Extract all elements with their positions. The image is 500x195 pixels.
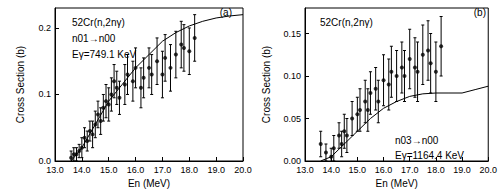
- svg-text:16.0: 16.0: [375, 165, 393, 175]
- svg-text:13.0: 13.0: [46, 165, 64, 175]
- svg-text:En (MeV): En (MeV): [128, 178, 170, 189]
- svg-text:(a): (a): [219, 6, 232, 18]
- svg-text:En (MeV): En (MeV): [376, 178, 418, 189]
- svg-text:0.15: 0.15: [283, 29, 301, 39]
- svg-text:Cross Section (b): Cross Section (b): [15, 46, 26, 123]
- svg-text:14.0: 14.0: [73, 165, 91, 175]
- svg-text:n03→n00: n03→n00: [395, 135, 439, 146]
- svg-text:0.00: 0.00: [283, 156, 301, 166]
- svg-text:0.2: 0.2: [38, 23, 51, 33]
- svg-text:Eγ=749.1 KeV: Eγ=749.1 KeV: [72, 49, 137, 60]
- svg-text:n01→n00: n01→n00: [72, 33, 116, 44]
- svg-text:15.0: 15.0: [100, 165, 118, 175]
- svg-text:0.10: 0.10: [283, 71, 301, 81]
- svg-text:13.0: 13.0: [296, 165, 314, 175]
- svg-text:(b): (b): [474, 7, 486, 18]
- svg-text:18.0: 18.0: [427, 165, 445, 175]
- svg-text:Cross Section (b): Cross Section (b): [261, 46, 272, 123]
- svg-text:16.0: 16.0: [127, 165, 145, 175]
- svg-text:17.0: 17.0: [154, 165, 172, 175]
- svg-text:0.0: 0.0: [38, 156, 51, 166]
- svg-text:15.0: 15.0: [349, 165, 367, 175]
- svg-text:Eγ=1164.4 KeV: Eγ=1164.4 KeV: [395, 150, 464, 161]
- svg-text:52Cr(n,2nγ): 52Cr(n,2nγ): [320, 17, 373, 28]
- svg-text:20.0: 20.0: [234, 165, 252, 175]
- svg-text:52Cr(n,2nγ): 52Cr(n,2nγ): [72, 17, 125, 28]
- svg-text:0.1: 0.1: [38, 89, 51, 99]
- svg-text:0.05: 0.05: [283, 114, 301, 124]
- svg-text:17.0: 17.0: [401, 165, 419, 175]
- svg-text:20.0: 20.0: [479, 165, 497, 175]
- svg-text:18.0: 18.0: [181, 165, 199, 175]
- svg-text:19.0: 19.0: [453, 165, 471, 175]
- svg-text:19.0: 19.0: [207, 165, 225, 175]
- svg-text:14.0: 14.0: [322, 165, 340, 175]
